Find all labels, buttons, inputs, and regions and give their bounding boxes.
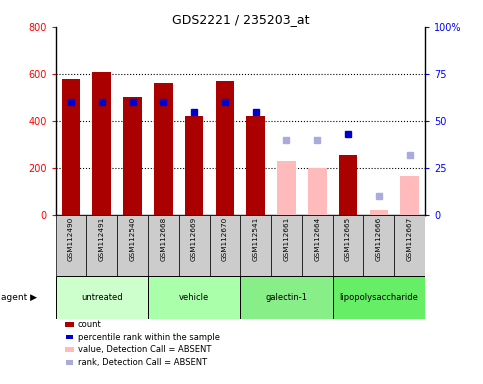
Text: GSM112490: GSM112490 [68, 217, 74, 261]
Bar [302, 215, 333, 276]
Bar [400, 176, 419, 215]
Bar [185, 116, 203, 215]
Text: GSM112661: GSM112661 [284, 217, 289, 261]
Text: GSM112665: GSM112665 [345, 217, 351, 261]
Text: GSM112667: GSM112667 [407, 217, 412, 261]
Bar [240, 215, 271, 276]
Bar [333, 215, 364, 276]
Title: GDS2221 / 235203_at: GDS2221 / 235203_at [171, 13, 309, 26]
Text: percentile rank within the sample: percentile rank within the sample [78, 333, 220, 342]
Bar [339, 155, 357, 215]
Text: GSM112540: GSM112540 [129, 217, 136, 261]
Text: rank, Detection Call = ABSENT: rank, Detection Call = ABSENT [78, 358, 207, 367]
Text: untreated: untreated [81, 293, 123, 302]
Bar [210, 215, 240, 276]
Bar [246, 116, 265, 215]
Text: GSM112491: GSM112491 [99, 217, 105, 261]
Bar [56, 276, 148, 319]
Bar [148, 215, 179, 276]
Bar [277, 161, 296, 215]
Bar [123, 98, 142, 215]
Bar [117, 215, 148, 276]
Text: GSM112666: GSM112666 [376, 217, 382, 261]
Text: GSM112664: GSM112664 [314, 217, 320, 261]
Bar [333, 276, 425, 319]
Bar [271, 215, 302, 276]
Text: GSM112670: GSM112670 [222, 217, 228, 261]
Text: lipopolysaccharide: lipopolysaccharide [340, 293, 418, 302]
Bar [215, 81, 234, 215]
Text: GSM112668: GSM112668 [160, 217, 166, 261]
Text: count: count [78, 320, 101, 329]
Bar [308, 168, 327, 215]
Bar [62, 79, 80, 215]
Text: galectin-1: galectin-1 [266, 293, 308, 302]
Bar [394, 215, 425, 276]
Bar [240, 276, 333, 319]
Text: GSM112669: GSM112669 [191, 217, 197, 261]
Text: GSM112541: GSM112541 [253, 217, 259, 261]
Bar [148, 276, 241, 319]
Text: value, Detection Call = ABSENT: value, Detection Call = ABSENT [78, 345, 211, 354]
Bar [86, 215, 117, 276]
Bar [364, 215, 394, 276]
Bar [369, 210, 388, 215]
Bar [92, 71, 111, 215]
Bar [154, 83, 172, 215]
Text: agent ▶: agent ▶ [1, 293, 37, 302]
Text: vehicle: vehicle [179, 293, 209, 302]
Bar [56, 215, 86, 276]
Bar [179, 215, 210, 276]
